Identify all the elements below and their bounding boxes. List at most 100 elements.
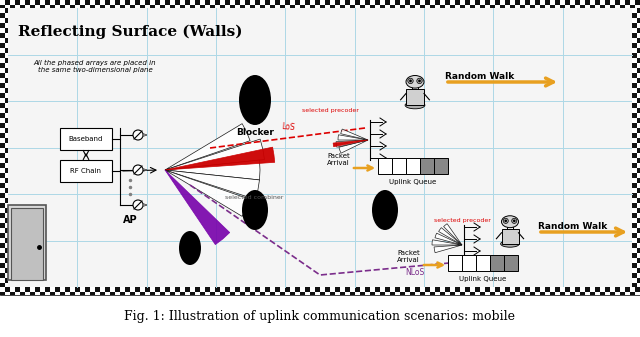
Bar <box>10 0 15 5</box>
Bar <box>435 5 440 8</box>
Bar <box>365 292 370 295</box>
Bar <box>632 148 637 153</box>
Bar <box>125 5 130 8</box>
Bar <box>235 292 240 295</box>
Bar <box>245 292 250 295</box>
Bar <box>637 53 640 58</box>
Bar <box>390 0 395 5</box>
Bar <box>310 0 315 5</box>
Bar <box>120 0 125 5</box>
Bar <box>5 223 8 228</box>
Bar <box>570 287 575 292</box>
Bar <box>150 287 155 292</box>
Bar <box>315 292 320 295</box>
Bar <box>0 218 5 223</box>
Bar <box>170 287 175 292</box>
Bar <box>625 292 630 295</box>
Circle shape <box>133 200 143 210</box>
Circle shape <box>133 165 143 175</box>
Bar <box>515 292 520 295</box>
Bar <box>637 153 640 158</box>
Bar <box>300 0 305 5</box>
Bar <box>460 0 465 5</box>
Bar <box>632 8 637 13</box>
Text: LoS: LoS <box>281 122 295 132</box>
Bar <box>5 163 8 168</box>
Bar <box>525 292 530 295</box>
Bar <box>210 287 215 292</box>
Bar <box>345 292 350 295</box>
Bar <box>637 43 640 48</box>
Text: NLoS: NLoS <box>405 268 424 277</box>
Bar <box>415 5 420 8</box>
Bar <box>637 243 640 248</box>
Bar <box>50 0 55 5</box>
Bar <box>200 287 205 292</box>
Bar <box>250 287 255 292</box>
Bar <box>385 292 390 295</box>
Bar <box>195 292 200 295</box>
Polygon shape <box>340 129 368 140</box>
Bar <box>0 228 5 233</box>
Bar <box>632 38 637 43</box>
Text: AP: AP <box>123 215 138 225</box>
Bar <box>637 253 640 258</box>
Bar <box>430 287 435 292</box>
Bar <box>405 292 410 295</box>
Bar <box>315 5 320 8</box>
Bar <box>325 292 330 295</box>
Bar <box>540 0 545 5</box>
Polygon shape <box>165 139 264 170</box>
Bar <box>60 128 112 150</box>
Polygon shape <box>165 160 260 180</box>
Bar <box>590 287 595 292</box>
Bar <box>160 0 165 5</box>
Bar <box>115 292 120 295</box>
Bar <box>515 5 520 8</box>
Bar <box>85 5 90 8</box>
Bar <box>5 263 8 268</box>
Bar <box>235 5 240 8</box>
Text: Fig. 1: Illustration of uplink communication scenarios: mobile: Fig. 1: Illustration of uplink communica… <box>125 310 515 323</box>
Bar <box>637 13 640 18</box>
Polygon shape <box>336 140 368 147</box>
Bar <box>0 38 5 43</box>
Polygon shape <box>165 124 250 170</box>
Bar <box>210 0 215 5</box>
Bar <box>0 98 5 103</box>
Bar <box>500 0 505 5</box>
Bar <box>555 5 560 8</box>
Bar <box>270 0 275 5</box>
Bar <box>550 0 555 5</box>
Bar <box>632 98 637 103</box>
Bar <box>285 292 290 295</box>
Ellipse shape <box>242 190 268 230</box>
Bar <box>225 5 230 8</box>
Bar <box>0 158 5 163</box>
Bar <box>510 0 515 5</box>
Bar <box>555 292 560 295</box>
Bar <box>0 48 5 53</box>
Polygon shape <box>438 228 462 245</box>
Bar <box>0 8 5 13</box>
Bar <box>265 292 270 295</box>
Bar <box>545 5 550 8</box>
Bar <box>155 5 160 8</box>
Text: selected precoder: selected precoder <box>433 218 490 223</box>
Bar <box>360 287 365 292</box>
Bar <box>0 287 640 295</box>
Bar <box>637 123 640 128</box>
Bar <box>585 5 590 8</box>
Bar <box>505 292 510 295</box>
Bar <box>95 5 100 8</box>
Bar <box>632 218 637 223</box>
Bar <box>425 5 430 8</box>
Bar <box>190 0 195 5</box>
Bar <box>185 5 190 8</box>
Bar <box>605 5 610 8</box>
Text: Baseband: Baseband <box>69 136 103 142</box>
Bar <box>170 0 175 5</box>
Bar <box>400 0 405 5</box>
Bar <box>632 158 637 163</box>
Ellipse shape <box>502 216 518 228</box>
